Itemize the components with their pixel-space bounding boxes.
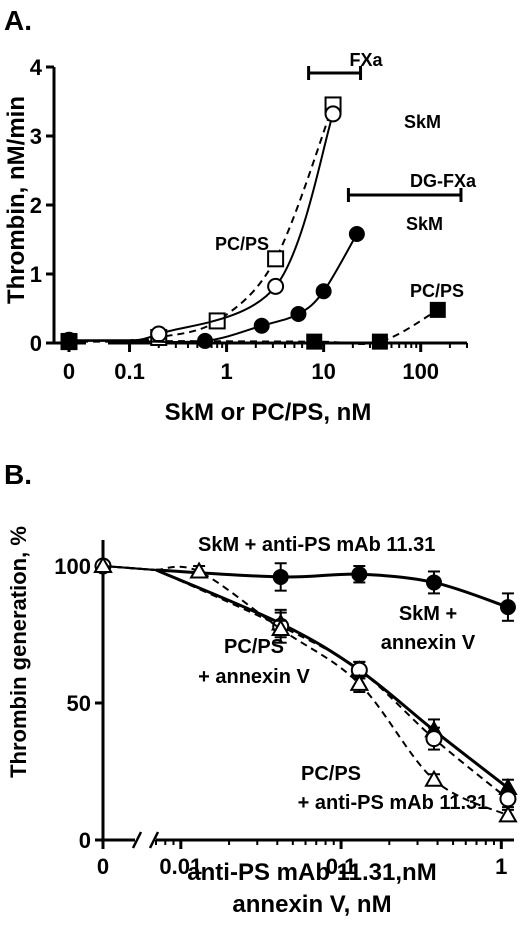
panel-b-y-tick-label: 100 xyxy=(54,554,91,579)
axis-break-mark xyxy=(148,831,160,849)
label-skm-filled-circle: SkM xyxy=(406,214,443,234)
data-point xyxy=(425,730,443,748)
panel-b-x-axis-label-line1: anti-PS mAb 11.31,nM xyxy=(187,859,436,886)
data-point xyxy=(498,805,518,823)
series-line xyxy=(129,113,334,342)
panel-a-x-tick-label: 1 xyxy=(220,359,232,384)
data-point xyxy=(349,673,370,691)
series-line xyxy=(129,309,439,345)
panel-b-plot-area xyxy=(93,549,518,823)
label-pcps-annexin-line2: + annexin V xyxy=(198,666,310,688)
panel-a-x-tick-label: 0 xyxy=(63,359,75,384)
label-pcps-annexin-line1: PC/PS xyxy=(224,636,284,658)
data-point xyxy=(315,283,332,300)
label-skm-annexin-line1: SkM + xyxy=(399,603,457,625)
panel-a-x-tick-label: 100 xyxy=(402,359,439,384)
data-point xyxy=(253,317,270,334)
data-point xyxy=(424,769,444,787)
axis-break-mark xyxy=(131,831,143,849)
panel-b-x-tick-label: 0.1 xyxy=(326,854,357,879)
series-line xyxy=(155,565,509,817)
panel-a: A. Thrombin, nM/min SkM or PC/PS, nM 0 1 2… xyxy=(3,5,477,426)
panel-b-y-axis-label: Thrombin generation, % xyxy=(6,526,31,778)
label-skm-anti-ps: SkM + anti-PS mAb 11.31 xyxy=(198,534,435,556)
panel-b-x-tick-label: 0.01 xyxy=(159,854,202,879)
panel-a-y-tick-label: 0 xyxy=(30,331,42,356)
panel-a-y-tick-label: 3 xyxy=(30,124,42,149)
panel-b-x-tick-label: 1 xyxy=(495,854,507,879)
label-pcps-filled-square: PC/PS xyxy=(410,281,464,301)
data-point xyxy=(189,561,209,579)
label-skm-open-circle: SkM xyxy=(404,112,441,132)
fxa-annotation: FXa xyxy=(349,50,383,70)
panel-a-label: A. xyxy=(4,5,32,36)
data-point xyxy=(272,568,289,585)
data-point xyxy=(348,225,365,242)
data-point xyxy=(425,574,442,591)
data-point xyxy=(371,333,388,350)
series-line xyxy=(129,104,334,343)
panel-a-x-axis-label: SkM or PC/PS, nM xyxy=(165,399,372,426)
data-point xyxy=(270,619,291,637)
series-line xyxy=(155,568,509,609)
panel-a-x-tick-label: 10 xyxy=(311,359,335,384)
data-point xyxy=(267,250,285,268)
panel-a-y-tick-label: 2 xyxy=(30,193,42,218)
panel-b-y-tick-label: 50 xyxy=(67,691,91,716)
label-pcps-anti-ps-line2: + anti-PS mAb 11.31 xyxy=(298,792,489,814)
label-pcps-open-square: PC/PS xyxy=(215,234,269,254)
data-point xyxy=(429,301,446,318)
data-point xyxy=(150,325,168,343)
label-pcps-anti-ps-line1: PC/PS xyxy=(301,763,361,785)
panel-b-x-tick-label: 0 xyxy=(97,854,109,879)
data-point xyxy=(306,333,323,350)
panel-a-y-tick-label: 1 xyxy=(30,262,42,287)
panel-a-y-axis-label: Thrombin, nM/min xyxy=(3,96,30,304)
panel-a-plot-area xyxy=(60,96,446,351)
data-point xyxy=(267,277,285,295)
panel-a-axes: 0 1 2 3 4 0 0.1 1 10 100 xyxy=(30,55,468,384)
dg-fxa-annotation: DG-FXa xyxy=(410,171,477,191)
data-point xyxy=(499,790,517,808)
data-point xyxy=(290,306,307,323)
panel-b-y-tick-label: 0 xyxy=(79,828,91,853)
series-baseline xyxy=(102,565,157,571)
data-point xyxy=(324,105,342,123)
panel-a-x-tick-label: 0.1 xyxy=(114,359,145,384)
data-point xyxy=(499,599,516,616)
label-skm-annexin-line2: annexin V xyxy=(381,632,476,654)
panel-b-axes: 0 50 100 0 0.01 0.1 1 xyxy=(54,540,514,879)
panel-b-label: B. xyxy=(4,459,32,490)
panel-b-x-axis-label-line2: annexin V, nM xyxy=(232,891,391,918)
panel-b: B. Thrombin generation, % anti-PS mAb 11… xyxy=(4,459,518,918)
series-line xyxy=(155,569,509,800)
data-point-zero xyxy=(61,332,77,349)
data-point-zero xyxy=(93,555,113,573)
panel-a-y-tick-label: 4 xyxy=(30,55,43,80)
data-point xyxy=(351,566,368,583)
